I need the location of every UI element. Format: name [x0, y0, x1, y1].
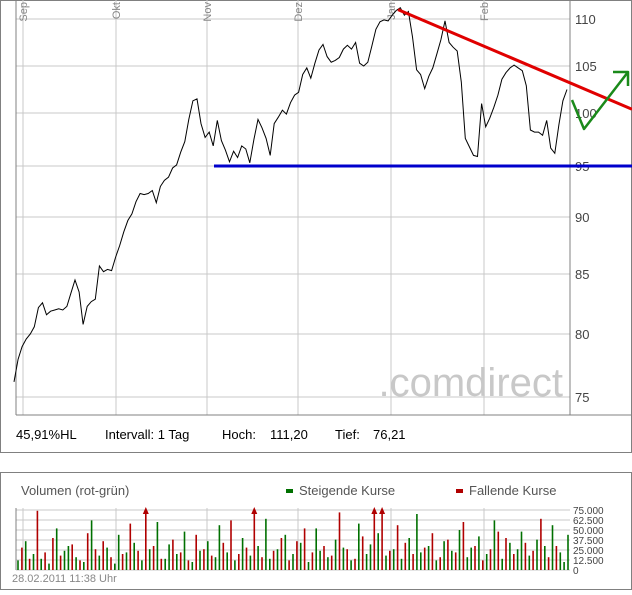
price-line: [13, 6, 568, 382]
volume-bars: [17, 507, 569, 570]
x-month-label: Nov: [202, 2, 214, 22]
x-month-label: Okt: [111, 2, 123, 19]
high-value: 111,20: [270, 427, 308, 442]
comdirect-watermark: .comdirect: [379, 361, 564, 405]
interval-label: Intervall: 1 Tag: [105, 427, 189, 442]
volume-y-tick-label: 25.000: [573, 546, 604, 557]
price-grid: [15, 0, 571, 415]
drawn-annotations: [214, 8, 632, 168]
x-month-label: Jan: [386, 2, 398, 20]
hl-percent: 45,91%HL: [16, 427, 77, 442]
price-series: [13, 6, 568, 382]
price-x-axis: Sep Okt Nov Dez Jan Feb: [18, 2, 491, 22]
volume-y-tick-label: 50.000: [573, 526, 604, 537]
forecast-arrowhead: [613, 70, 630, 86]
x-month-label: Dez: [293, 2, 305, 22]
timestamp: 28.02.2011 11:38 Uhr: [12, 573, 117, 585]
forecast-arrow: [570, 71, 629, 131]
volume-y-tick-label: 0: [573, 566, 579, 577]
y-tick-label: 80: [575, 327, 589, 342]
y-tick-label: 90: [575, 210, 589, 225]
volume-overflow-arrow: [251, 507, 258, 514]
y-tick-label: 85: [575, 267, 589, 282]
y-tick-label: 75: [575, 390, 589, 405]
volume-y-tick-label: 62.500: [573, 516, 604, 527]
y-tick-label: 105: [575, 59, 597, 74]
volume-y-tick-label: 75.000: [573, 506, 604, 517]
low-label: Tief:: [335, 427, 360, 442]
low-value: 76,21: [373, 427, 406, 442]
price-panel-frame: [0, 0, 632, 453]
volume-y-tick-label: 12.500: [573, 556, 604, 567]
x-month-label: Sep: [18, 2, 30, 22]
x-month-label: Feb: [479, 2, 491, 21]
volume-overflow-arrow: [142, 507, 149, 514]
high-label: Hoch:: [222, 427, 256, 442]
legend-rising-label: Steigende Kurse: [299, 483, 395, 498]
legend-falling-swatch: [456, 489, 463, 493]
volume-title: Volumen (rot-grün): [21, 483, 129, 498]
volume-overflow-arrow: [371, 507, 378, 514]
y-tick-label: 110: [575, 12, 596, 27]
legend-falling-label: Fallende Kurse: [469, 483, 556, 498]
price-y-axis: 1101051009590858075: [575, 12, 597, 405]
resistance-line: [397, 8, 632, 111]
volume-y-tick-label: 37.500: [573, 536, 604, 547]
volume-overflow-arrow: [379, 507, 386, 514]
legend-rising-swatch: [286, 489, 293, 493]
